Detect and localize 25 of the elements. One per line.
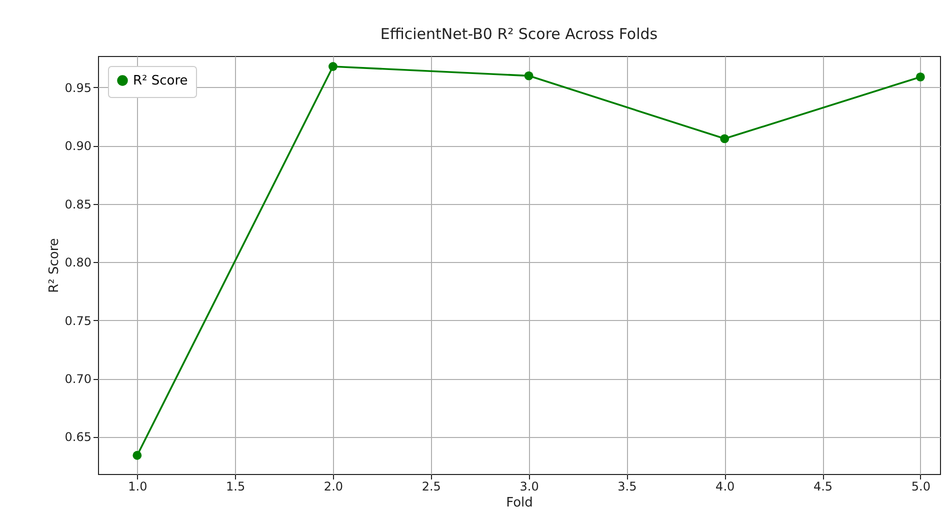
- y-tick-label: 0.90: [64, 139, 92, 154]
- point: [132, 450, 142, 460]
- y-axis-title: R² Score: [46, 238, 62, 293]
- x-axis-title: Fold: [506, 496, 533, 510]
- legend-label: R² Score: [133, 74, 188, 88]
- x-tick-label: 4.5: [813, 480, 833, 494]
- x-tick-label: 1.0: [128, 480, 148, 494]
- x-tick-label: 4.0: [716, 480, 735, 494]
- x-tick-label: 3.0: [520, 480, 539, 494]
- x-tick-label: 1.5: [226, 480, 246, 494]
- x-tick-label: 2.0: [324, 480, 344, 494]
- point: [328, 62, 338, 71]
- x-tick-label: 2.5: [422, 480, 441, 494]
- y-tick-label: 0.70: [64, 372, 92, 386]
- y-tick-label: 0.80: [64, 256, 92, 270]
- y-tick-label: 0.95: [64, 80, 92, 95]
- point: [720, 134, 730, 144]
- y-tick-label: 0.65: [64, 430, 92, 444]
- point: [916, 72, 925, 82]
- y-tick-label: 0.85: [64, 197, 92, 212]
- x-tick-label: 5.0: [911, 480, 930, 494]
- chart-title: EfficientNet-B0 R² Score Across Folds: [380, 25, 658, 43]
- point: [524, 71, 534, 80]
- x-tick-label: 3.5: [618, 480, 637, 494]
- y-tick-label: 0.75: [64, 314, 92, 328]
